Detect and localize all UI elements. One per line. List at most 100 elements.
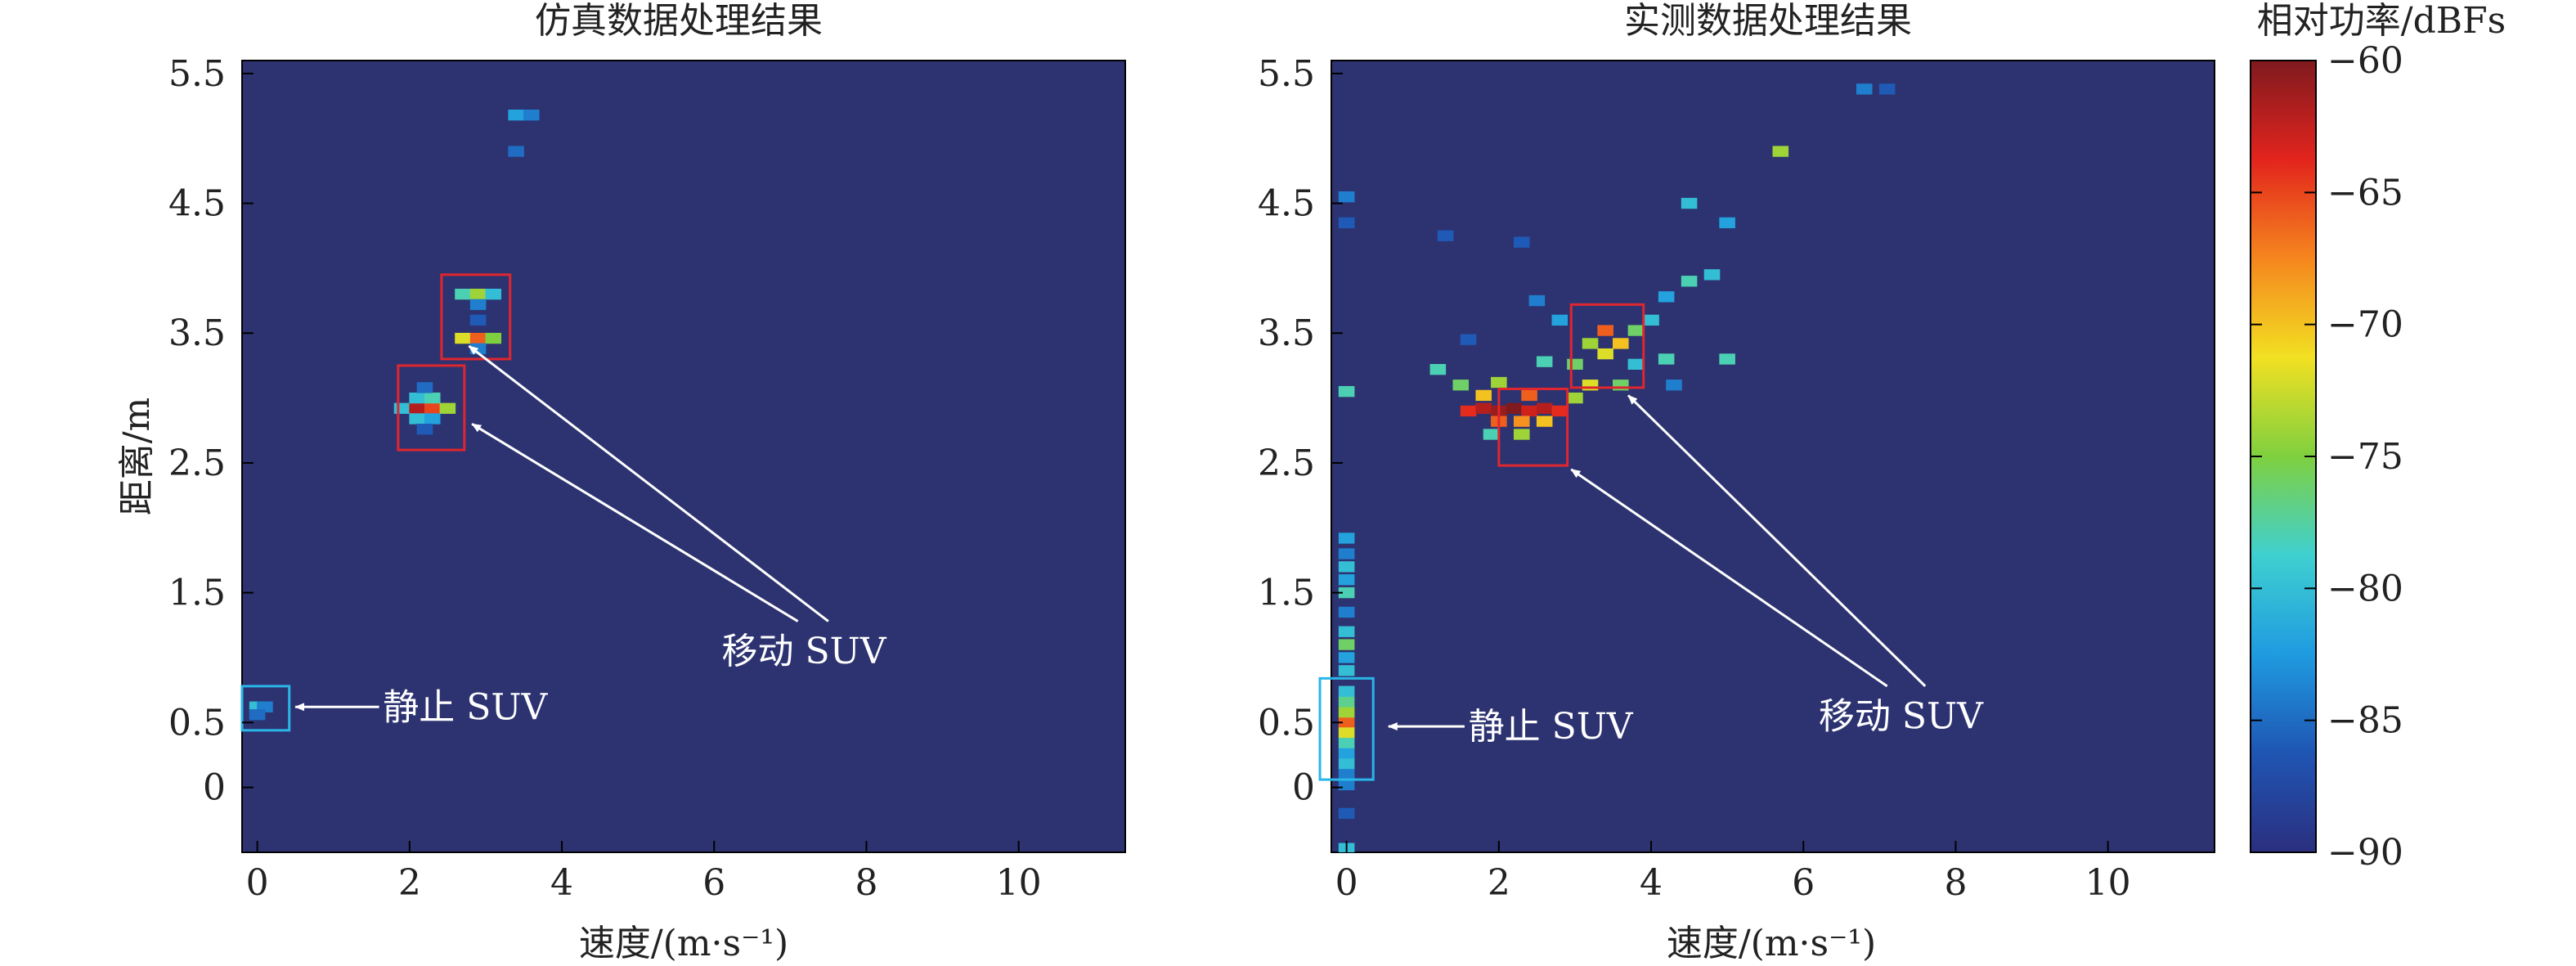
y-tick-label: 4.5 xyxy=(168,183,226,225)
heatmap-cell xyxy=(1429,364,1447,375)
heatmap-cell xyxy=(1338,626,1355,637)
measurement-panel: 实测数据处理结果 静止 SUV 移动 SUV 0 2 4 6 8 10 0 0.5 1.5 2.5… xyxy=(1258,0,2215,964)
y-tick-label: 0 xyxy=(1292,767,1315,809)
y-tick-label: 2.5 xyxy=(168,443,226,484)
heatmap-cell xyxy=(393,402,411,414)
y-tick-label: 5.5 xyxy=(1258,53,1315,95)
heatmap-cell xyxy=(1338,706,1355,718)
heatmap-cell xyxy=(409,402,425,414)
heatmap-cell xyxy=(1681,276,1698,287)
annotation-label: 静止 SUV xyxy=(1469,706,1634,748)
heatmap-cell xyxy=(1536,356,1553,367)
heatmap-cell xyxy=(1567,392,1583,404)
y-tick-label: 5.5 xyxy=(168,53,226,95)
annotation-label: 移动 SUV xyxy=(1819,695,1984,737)
heatmap-cell xyxy=(249,709,266,721)
heatmap-cell xyxy=(1338,217,1355,229)
heatmap-cell xyxy=(409,413,425,425)
heatmap-cell xyxy=(424,413,441,425)
colorbar-tick-label: −65 xyxy=(2327,172,2403,213)
y-axis-label: 距离/m xyxy=(116,398,158,516)
heatmap-cell xyxy=(1338,665,1355,676)
heatmap-cell xyxy=(1338,639,1355,650)
x-tick-label: 6 xyxy=(702,862,725,904)
heatmap-cell xyxy=(409,392,425,404)
heatmap-cell xyxy=(1536,416,1553,427)
colorbar-tick-label: −90 xyxy=(2327,832,2403,874)
heatmap-cell xyxy=(1338,561,1355,573)
heatmap-cell xyxy=(1452,380,1470,391)
heatmap-cell xyxy=(469,314,487,326)
x-tick-label: 8 xyxy=(1944,862,1967,904)
heatmap-cell xyxy=(1338,532,1355,544)
annotation-arrow xyxy=(1627,394,1927,687)
heatmap-cell xyxy=(469,288,487,300)
annotation-arrow xyxy=(471,423,799,622)
x-axis-ticks: 0 2 4 6 8 10 xyxy=(1335,841,2131,904)
heatmap-cell xyxy=(1551,314,1568,326)
annotation-arrow xyxy=(1570,468,1888,688)
heatmap-cell xyxy=(1506,402,1523,414)
x-tick-label: 4 xyxy=(550,862,573,904)
heatmap-cell xyxy=(1597,325,1613,336)
heatmap-cell xyxy=(1536,402,1553,414)
heatmap-cell xyxy=(1627,358,1645,370)
heatmap-cell xyxy=(1551,405,1568,417)
heatmap-cell xyxy=(1338,807,1355,820)
heatmap-cell xyxy=(1528,294,1546,307)
heatmap-cell xyxy=(455,332,471,344)
panel-title: 实测数据处理结果 xyxy=(1624,0,1912,42)
heatmap-cell xyxy=(1475,402,1492,414)
y-tick-label: 1.5 xyxy=(1258,573,1315,614)
heatmap-cell xyxy=(1772,146,1789,157)
heatmap-cell xyxy=(1703,269,1721,281)
x-tick-label: 0 xyxy=(1335,862,1358,904)
heatmap-cell xyxy=(1658,353,1675,365)
annotation-label: 移动 SUV xyxy=(722,631,887,672)
heatmap-cell xyxy=(1338,727,1355,739)
colorbar-tick-label: −85 xyxy=(2327,700,2403,742)
heatmap-cell xyxy=(1460,334,1477,345)
heatmap-cell xyxy=(1338,574,1355,586)
heatmap-cell xyxy=(1567,358,1583,370)
heatmap-cell xyxy=(1483,429,1500,440)
heatmap-cell xyxy=(508,146,524,157)
colorbar-ticks: −60 −65 −70 −75 −80 −85 −90 xyxy=(2251,40,2403,874)
y-tick-label: 1.5 xyxy=(168,573,226,614)
heatmap-cell xyxy=(1475,389,1492,402)
heatmap-cell xyxy=(424,392,441,404)
heatmap-cell xyxy=(469,332,487,344)
colorbar-tick-label: −80 xyxy=(2327,568,2403,609)
x-axis-ticks: 0 2 4 6 8 10 xyxy=(246,841,1042,904)
heatmap-cell xyxy=(1521,389,1537,402)
x-tick-label: 10 xyxy=(2085,862,2131,904)
simulation-panel: 仿真数据处理结果 静止 SUV 移动 SUV 0 2 4 6 8 10 0 0.5 1.5 2.5… xyxy=(116,0,1126,964)
annotation-arrow xyxy=(468,344,829,622)
heatmap-cell xyxy=(416,382,433,393)
y-tick-label: 0 xyxy=(203,767,226,809)
annotation-label: 静止 SUV xyxy=(383,686,548,728)
target-box xyxy=(440,273,512,361)
heatmap-cell xyxy=(1613,338,1629,349)
colorbar: 相对功率/dBFs −60 −65 −70 −75 −80 −85 −90 xyxy=(2250,0,2506,874)
heatmap-cell xyxy=(1521,405,1537,417)
heatmap-cell xyxy=(1658,291,1675,303)
heatmap-cell xyxy=(1627,325,1645,336)
colorbar-tick-label: −70 xyxy=(2327,304,2403,346)
heatmap-cell xyxy=(1338,606,1355,618)
heatmap-cell xyxy=(424,402,441,414)
heatmap-cell xyxy=(1460,405,1477,417)
target-box xyxy=(1318,676,1375,781)
x-axis-label: 速度/(m·s⁻¹) xyxy=(1667,923,1876,964)
y-tick-label: 4.5 xyxy=(1258,183,1315,225)
y-tick-label: 3.5 xyxy=(168,312,226,354)
x-tick-label: 4 xyxy=(1640,862,1663,904)
heatmap-cell xyxy=(523,109,540,121)
heatmap-cell xyxy=(1338,652,1355,663)
x-tick-label: 8 xyxy=(855,862,877,904)
x-axis-label: 速度/(m·s⁻¹) xyxy=(579,923,788,964)
plot-area xyxy=(1331,60,2215,853)
heatmap-cell xyxy=(1582,338,1599,349)
heatmap-cell xyxy=(485,288,502,300)
